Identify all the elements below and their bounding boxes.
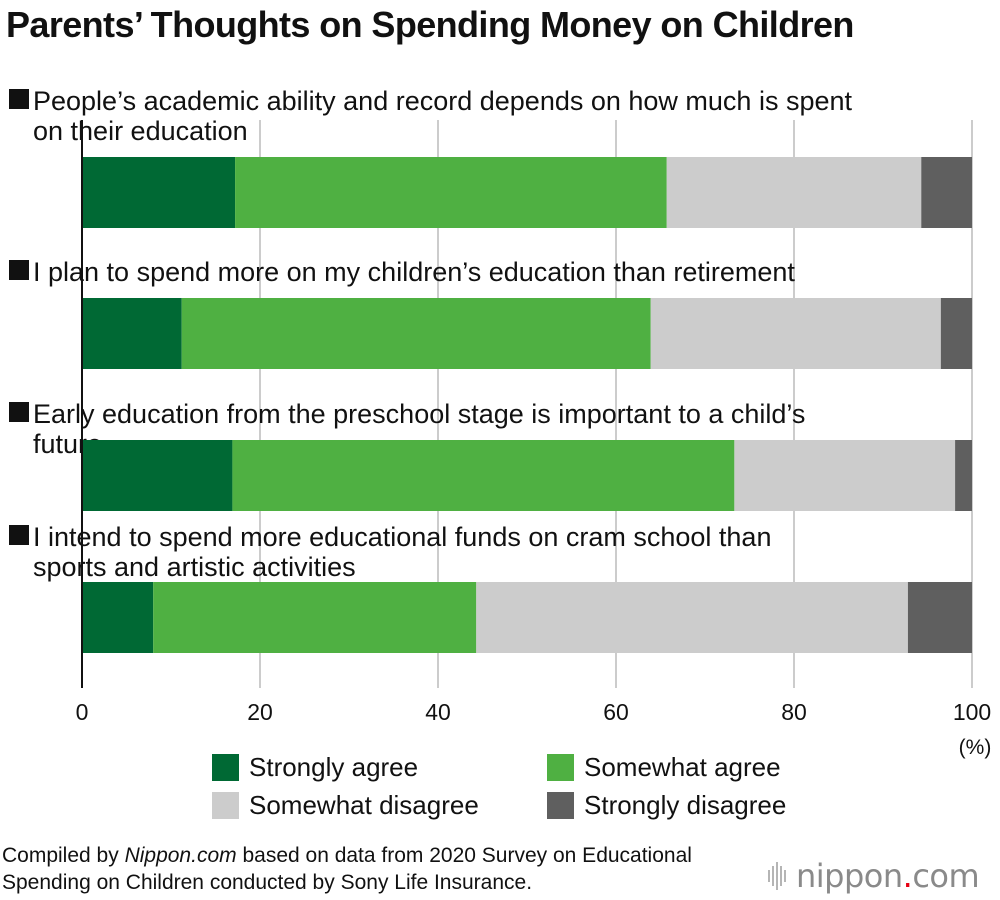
bar-2-strongly-disagree <box>955 440 972 511</box>
category-bullet-2 <box>9 402 29 422</box>
logo-mark-icon <box>768 861 788 891</box>
logo-text-dot: . <box>902 857 913 895</box>
bar-1-strongly-agree <box>82 298 182 369</box>
legend-swatch-strongly-agree <box>212 753 239 781</box>
source-prefix: Compiled by <box>2 844 125 867</box>
legend-label-strongly-disagree: Strongly disagree <box>584 789 787 820</box>
legend-item-somewhat-agree: Somewhat agree <box>547 750 781 784</box>
logo-text-main: nippon <box>796 857 903 895</box>
source-suffix: based on data from 2020 Survey on Educat… <box>2 844 692 894</box>
legend-swatch-somewhat-disagree <box>212 791 239 819</box>
category-bullet-1 <box>9 260 29 280</box>
logo-wordmark: nippon.com <box>796 857 980 895</box>
bar-3-strongly-disagree <box>907 582 972 653</box>
legend-label-strongly-agree: Strongly agree <box>249 751 419 782</box>
x-tick-label-0: 0 <box>76 699 89 725</box>
legend-item-strongly-agree: Strongly agree <box>212 750 418 784</box>
nippon-logo: nippon.com <box>768 857 998 895</box>
category-label-0-line-1: on their education <box>33 116 248 146</box>
legend-label-somewhat-disagree: Somewhat disagree <box>249 789 479 820</box>
bar-1-somewhat-agree <box>181 298 651 369</box>
category-label-3-line-1: sports and artistic activities <box>33 552 356 582</box>
stacked-bar-chart: People’s academic ability and record dep… <box>9 86 992 759</box>
category-label-2-line-0: Early education from the preschool stage… <box>33 399 805 429</box>
bar-3-somewhat-agree <box>153 582 477 653</box>
bar-0-somewhat-disagree <box>666 157 922 228</box>
bar-0-strongly-agree <box>82 157 236 228</box>
category-label-3-line-0: I intend to spend more educational funds… <box>33 522 771 552</box>
x-tick-label-80: 80 <box>781 699 807 725</box>
x-tick-label-60: 60 <box>603 699 629 725</box>
x-tick-label-40: 40 <box>425 699 451 725</box>
legend-item-strongly-disagree: Strongly disagree <box>547 788 786 822</box>
x-unit-label: (%) <box>959 736 992 759</box>
source-note: Compiled by Nippon.com based on data fro… <box>2 842 762 896</box>
chart-title: Parents’ Thoughts on Spending Money on C… <box>6 4 854 45</box>
bar-3-strongly-agree <box>82 582 154 653</box>
logo-text-end: com <box>912 857 980 895</box>
category-bullet-0 <box>9 89 29 109</box>
x-tick-label-100: 100 <box>953 699 991 725</box>
category-bullet-3 <box>9 525 29 545</box>
legend-swatch-strongly-disagree <box>547 791 574 819</box>
bar-2-somewhat-agree <box>232 440 735 511</box>
category-label-0-line-0: People’s academic ability and record dep… <box>33 86 852 116</box>
bar-0-strongly-disagree <box>921 157 972 228</box>
source-site: Nippon.com <box>124 844 237 867</box>
bar-2-strongly-agree <box>82 440 233 511</box>
bar-2-somewhat-disagree <box>734 440 956 511</box>
legend-swatch-somewhat-agree <box>547 753 574 781</box>
bar-0-somewhat-agree <box>235 157 667 228</box>
x-tick-label-20: 20 <box>247 699 273 725</box>
category-label-1-line-0: I plan to spend more on my children’s ed… <box>33 257 795 287</box>
bar-1-somewhat-disagree <box>650 298 941 369</box>
bar-1-strongly-disagree <box>940 298 972 369</box>
bar-3-somewhat-disagree <box>476 582 908 653</box>
legend-label-somewhat-agree: Somewhat agree <box>584 751 781 782</box>
chart-legend: Strongly agree Somewhat agree Somewhat d… <box>212 748 832 828</box>
legend-item-somewhat-disagree: Somewhat disagree <box>212 788 479 822</box>
